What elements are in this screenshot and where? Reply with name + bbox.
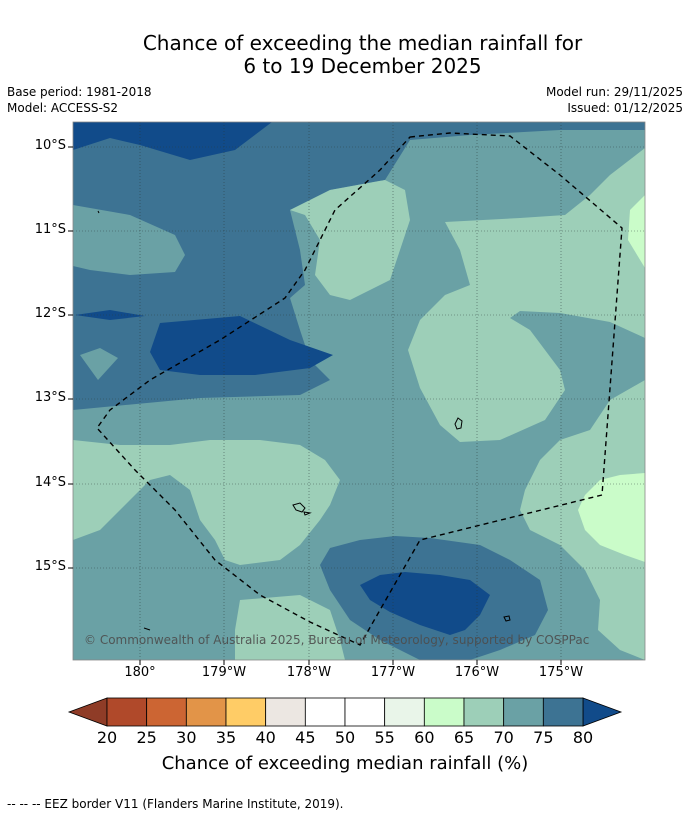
- colorbar-title: Chance of exceeding median rainfall (%): [161, 753, 529, 774]
- contour-70-75-triangle: [80, 348, 118, 380]
- title-line-2: 6 to 19 December 2025: [243, 54, 482, 78]
- colorbar-tick-label: 65: [453, 728, 475, 747]
- colorbar-tick-label: 40: [255, 728, 276, 747]
- contour-80-top: [73, 122, 272, 160]
- meta-left: Base period: 1981-2018 Model: ACCESS-S2: [7, 84, 152, 116]
- axis-ticks: [68, 146, 562, 665]
- colorbar-segment: [503, 697, 544, 727]
- colorbar-segment: [542, 697, 584, 727]
- lon-label-177w: 177°W: [370, 665, 416, 680]
- contour-60-65-se: [578, 473, 645, 562]
- colorbar-tick-label: 75: [533, 728, 554, 747]
- contour-80-south: [360, 572, 490, 635]
- lon-label-176w: 176°W: [454, 665, 500, 680]
- map-frame: [72, 121, 646, 661]
- lat-label-11s: 11°S: [34, 222, 66, 237]
- colorbar-tick-label: 30: [176, 728, 197, 747]
- island-southwest: [143, 627, 151, 631]
- colorbar-segment: [146, 697, 187, 727]
- colorbar-segment: [106, 697, 148, 727]
- contour-65-70-main: [408, 148, 645, 442]
- model-run: Model run: 29/11/2025: [545, 85, 683, 99]
- lon-label-180: 180°: [124, 665, 156, 680]
- map-title: Chance of exceeding the median rainfall …: [0, 32, 690, 78]
- contour-65-70-north: [290, 180, 410, 300]
- lat-label-14s: 14°S: [34, 475, 66, 490]
- colorbar-tick-label: 80: [572, 728, 594, 747]
- colorbar-segment: [265, 697, 306, 727]
- title-line-1: Chance of exceeding the median rainfall …: [142, 31, 583, 55]
- model-name: Model: ACCESS-S2: [7, 101, 119, 115]
- lon-label-179w: 179°W: [201, 665, 247, 680]
- lon-label-175w: 175°W: [538, 665, 584, 680]
- issued-date: Issued: 01/12/2025: [567, 101, 683, 115]
- meta-right: Model run: 29/11/2025 Issued: 01/12/2025: [546, 84, 683, 116]
- graticule: [73, 122, 645, 660]
- colorbar-tick-label: 60: [414, 728, 435, 747]
- colorbar: [67, 697, 623, 727]
- lat-label-15s: 15°S: [34, 559, 66, 574]
- contour-65-70-southwest: [73, 440, 340, 565]
- eez-border: [96, 132, 623, 646]
- lat-label-13s: 13°S: [34, 390, 66, 405]
- island-wallis-small: [303, 511, 312, 516]
- eez-legend: -- -- -- EEZ border V11 (Flanders Marine…: [7, 797, 344, 811]
- lat-label-10s: 10°S: [34, 138, 66, 153]
- colorbar-tick-label: 70: [493, 728, 514, 747]
- contour-60-65-ne: [628, 195, 645, 268]
- lat-label-12s: 12°S: [34, 306, 66, 321]
- island-wallis: [292, 502, 306, 513]
- contour-70-75-nw-patch: [73, 205, 185, 275]
- colorbar-segment: [304, 697, 346, 727]
- colorbar-tick-label: 20: [96, 728, 118, 747]
- island-south: [503, 615, 511, 622]
- colorbar-segment: [463, 697, 505, 727]
- contour-80-central: [150, 316, 333, 375]
- colorbar-tick-label: 55: [374, 728, 395, 747]
- colorbar-segment: [384, 697, 425, 727]
- colorbar-tick-label: 45: [295, 728, 316, 747]
- lon-label-178w: 178°W: [286, 665, 332, 680]
- base-period: Base period: 1981-2018: [7, 85, 152, 99]
- colorbar-segment: [225, 697, 267, 727]
- colorbar-extend-low: [67, 697, 108, 727]
- colorbar-segment: [185, 697, 227, 727]
- colorbar-extend-high: [582, 697, 623, 727]
- colorbar-tick-label: 50: [334, 728, 356, 747]
- colorbar-tick-label: 35: [215, 728, 237, 747]
- island-east: [454, 417, 463, 430]
- island-west-speck: [97, 210, 100, 214]
- colorbar-segment: [344, 697, 386, 727]
- colorbar-tick-label: 25: [136, 728, 157, 747]
- contour-65-70-bottom: [235, 595, 345, 660]
- copyright-text: © Commonwealth of Australia 2025, Bureau…: [84, 633, 590, 647]
- colorbar-segment: [423, 697, 465, 727]
